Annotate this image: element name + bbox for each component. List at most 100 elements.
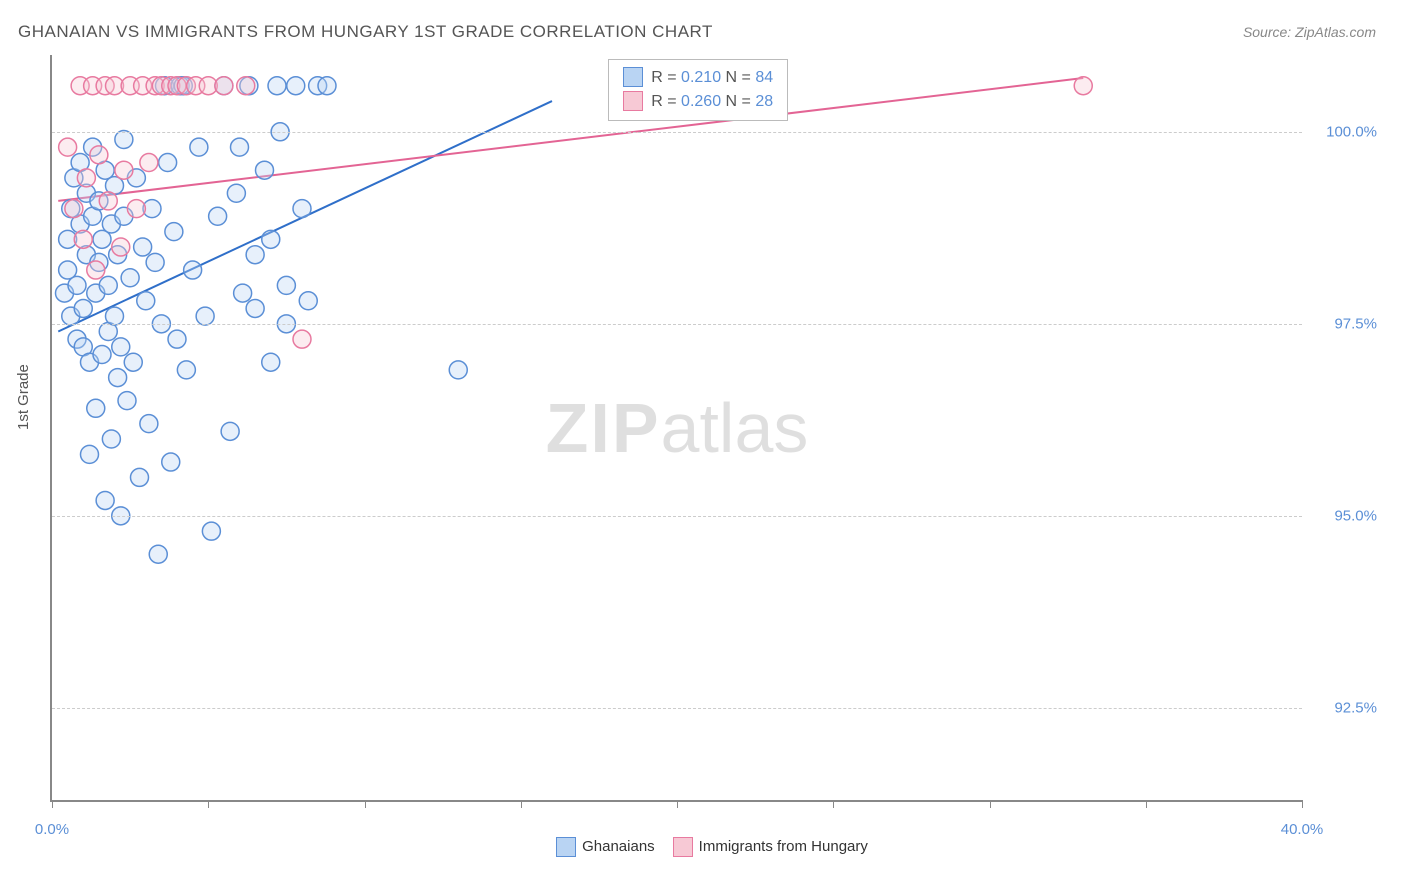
- scatter-point: [246, 246, 264, 264]
- scatter-point: [1074, 77, 1092, 95]
- scatter-point: [299, 292, 317, 310]
- scatter-point: [293, 200, 311, 218]
- y-tick-label: 100.0%: [1312, 123, 1377, 140]
- legend-bottom: Ghanaians Immigrants from Hungary: [0, 837, 1406, 857]
- scatter-point: [221, 422, 239, 440]
- scatter-point: [59, 138, 77, 156]
- scatter-point: [165, 223, 183, 241]
- scatter-point: [102, 430, 120, 448]
- scatter-point: [262, 353, 280, 371]
- scatter-point: [96, 491, 114, 509]
- legend-swatch-icon: [623, 91, 643, 111]
- stat-r-value: 0.260: [681, 93, 721, 110]
- scatter-point: [234, 284, 252, 302]
- scatter-point: [268, 77, 286, 95]
- stat-n-label: N =: [721, 93, 755, 110]
- scatter-point: [293, 330, 311, 348]
- scatter-point: [159, 154, 177, 172]
- scatter-point: [134, 238, 152, 256]
- legend-label: Immigrants from Hungary: [699, 838, 868, 855]
- x-tick: [833, 800, 834, 808]
- gridline-h: [52, 516, 1302, 517]
- stat-row: R = 0.210 N = 84: [623, 66, 773, 90]
- stat-box: R = 0.210 N = 84R = 0.260 N = 28: [608, 59, 788, 121]
- x-tick-label: 0.0%: [35, 821, 69, 838]
- gridline-h: [52, 132, 1302, 133]
- scatter-point: [202, 522, 220, 540]
- legend-swatch-icon: [623, 67, 643, 87]
- scatter-point: [109, 369, 127, 387]
- scatter-point: [106, 307, 124, 325]
- scatter-point: [99, 276, 117, 294]
- scatter-point: [87, 261, 105, 279]
- scatter-point: [140, 415, 158, 433]
- scatter-point: [112, 238, 130, 256]
- stat-r-label: R =: [651, 93, 681, 110]
- scatter-point: [184, 261, 202, 279]
- scatter-point: [90, 146, 108, 164]
- scatter-point: [215, 77, 233, 95]
- scatter-point: [74, 299, 92, 317]
- scatter-point: [149, 545, 167, 563]
- scatter-point: [196, 307, 214, 325]
- x-tick: [677, 800, 678, 808]
- scatter-point: [65, 200, 83, 218]
- scatter-point: [449, 361, 467, 379]
- x-tick: [52, 800, 53, 808]
- y-axis-label: 1st Grade: [15, 364, 32, 430]
- trend-line: [58, 78, 1083, 201]
- stat-r-label: R =: [651, 69, 681, 86]
- scatter-point: [118, 392, 136, 410]
- x-tick: [1302, 800, 1303, 808]
- scatter-point: [318, 77, 336, 95]
- scatter-point: [115, 161, 133, 179]
- scatter-point: [177, 361, 195, 379]
- scatter-point: [137, 292, 155, 310]
- scatter-point: [127, 200, 145, 218]
- scatter-point: [209, 207, 227, 225]
- y-tick-label: 92.5%: [1312, 699, 1377, 716]
- stat-n-value: 28: [755, 93, 773, 110]
- gridline-h: [52, 324, 1302, 325]
- scatter-point: [287, 77, 305, 95]
- scatter-point: [190, 138, 208, 156]
- scatter-point: [231, 138, 249, 156]
- scatter-point: [115, 130, 133, 148]
- chart-title: GHANAIAN VS IMMIGRANTS FROM HUNGARY 1ST …: [18, 22, 713, 42]
- source-label: Source: ZipAtlas.com: [1243, 24, 1376, 40]
- x-tick-label: 40.0%: [1281, 821, 1324, 838]
- scatter-point: [77, 169, 95, 187]
- scatter-point: [74, 230, 92, 248]
- plot-area: ZIPatlas 92.5%95.0%97.5%100.0%0.0%40.0%R…: [50, 55, 1302, 802]
- scatter-point: [93, 346, 111, 364]
- scatter-point: [81, 445, 99, 463]
- scatter-point: [227, 184, 245, 202]
- scatter-point: [256, 161, 274, 179]
- scatter-point: [124, 353, 142, 371]
- stat-n-value: 84: [755, 69, 773, 86]
- legend-label: Ghanaians: [582, 838, 655, 855]
- y-tick-label: 97.5%: [1312, 315, 1377, 332]
- scatter-point: [237, 77, 255, 95]
- scatter-point: [168, 330, 186, 348]
- gridline-h: [52, 708, 1302, 709]
- legend-swatch-icon: [556, 837, 576, 857]
- scatter-point: [246, 299, 264, 317]
- stat-row: R = 0.260 N = 28: [623, 90, 773, 114]
- scatter-point: [146, 253, 164, 271]
- scatter-point: [112, 338, 130, 356]
- scatter-point: [99, 192, 117, 210]
- stat-r-value: 0.210: [681, 69, 721, 86]
- scatter-point: [140, 154, 158, 172]
- x-tick: [990, 800, 991, 808]
- stat-n-label: N =: [721, 69, 755, 86]
- chart-svg: [52, 55, 1302, 800]
- scatter-point: [131, 468, 149, 486]
- scatter-point: [121, 269, 139, 287]
- x-tick: [521, 800, 522, 808]
- x-tick: [208, 800, 209, 808]
- scatter-point: [277, 276, 295, 294]
- scatter-point: [68, 276, 86, 294]
- scatter-point: [87, 399, 105, 417]
- legend-swatch-icon: [673, 837, 693, 857]
